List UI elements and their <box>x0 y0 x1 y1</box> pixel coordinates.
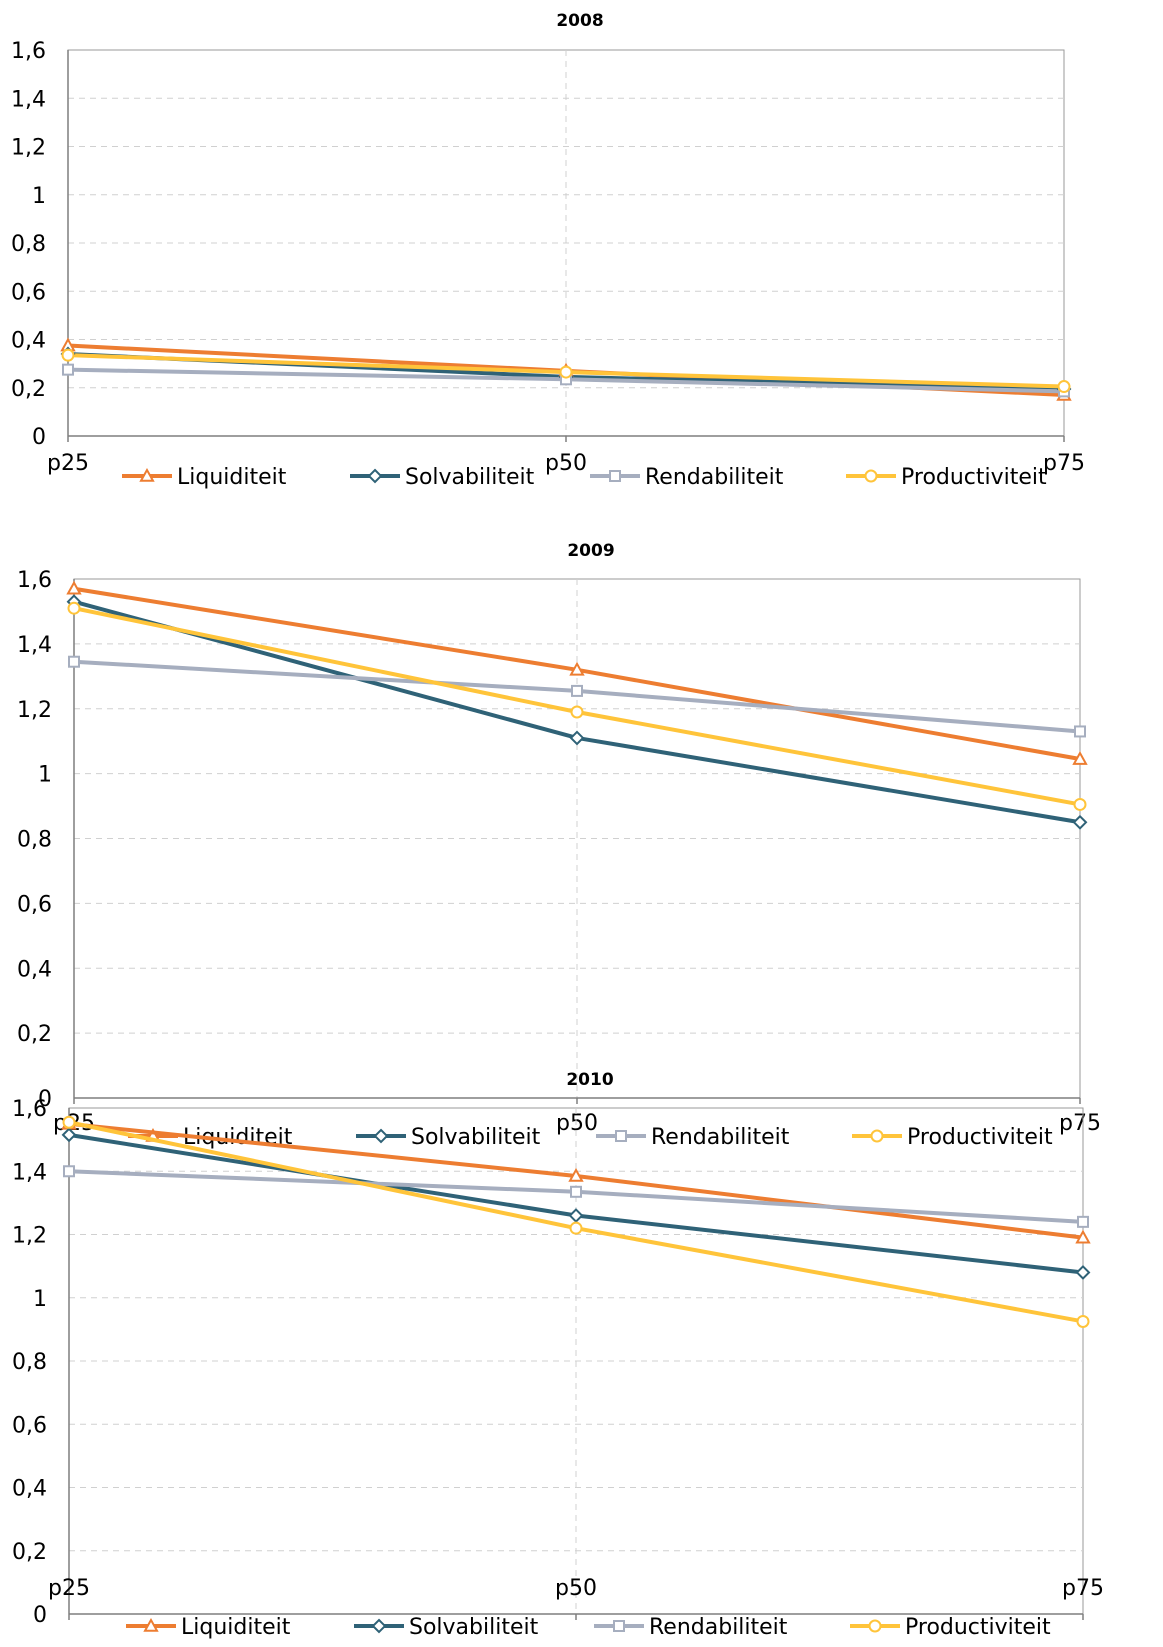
y-tick-label: 0,2 <box>17 1022 52 1047</box>
chart-2009: 200900,20,40,60,811,21,41,6p25p50p75Liqu… <box>17 541 1101 1150</box>
data-point-Solvabiliteit <box>1072 814 1088 830</box>
data-point-Productiviteit <box>1076 1314 1090 1328</box>
y-tick-label: 0,6 <box>11 280 46 305</box>
legend-marker-Rendabiliteit <box>615 1130 627 1142</box>
data-point-Liquiditeit <box>569 661 585 676</box>
y-tick-label: 1 <box>38 763 52 788</box>
chart-title: 2009 <box>567 541 614 561</box>
data-point-Productiviteit <box>569 1221 583 1235</box>
data-point-Productiviteit <box>61 348 75 362</box>
legend-label-Productiviteit: Productiviteit <box>905 1615 1051 1640</box>
y-tick-label: 0,8 <box>12 1350 47 1375</box>
chart-title: 2008 <box>556 11 603 31</box>
x-tick-label: p75 <box>1062 1576 1104 1601</box>
data-point-Solvabiliteit <box>61 1127 77 1143</box>
x-tick-label: p50 <box>555 1576 597 1601</box>
legend-label-Rendabiliteit: Rendabiliteit <box>651 1125 790 1150</box>
data-point-Solvabiliteit <box>568 1208 584 1223</box>
data-point-Liquiditeit <box>66 580 82 595</box>
legend-marker-Liquiditeit <box>143 1617 159 1632</box>
y-tick-label: 1,6 <box>12 1097 47 1122</box>
data-point-Liquiditeit <box>1075 1229 1091 1244</box>
y-tick-label: 1,6 <box>11 39 46 64</box>
y-tick-label: 1,2 <box>11 136 46 161</box>
data-point-Liquiditeit <box>1072 750 1088 765</box>
legend-label-Solvabiliteit: Solvabiliteit <box>411 1125 541 1150</box>
y-tick-label: 0,2 <box>12 1540 47 1565</box>
y-tick-label: 1,2 <box>17 698 52 723</box>
data-point-Rendabiliteit <box>1077 1215 1089 1228</box>
x-tick-label: p75 <box>1059 1111 1101 1136</box>
y-tick-label: 1,4 <box>12 1160 47 1185</box>
y-tick-label: 1,4 <box>11 87 46 112</box>
data-point-Rendabiliteit <box>68 655 80 668</box>
legend-label-Productiviteit: Productiviteit <box>907 1125 1053 1150</box>
y-tick-label: 0,6 <box>17 892 52 917</box>
y-tick-label: 1,2 <box>12 1224 47 1249</box>
legend-marker-Liquiditeit <box>139 467 155 482</box>
data-point-Liquiditeit <box>568 1167 584 1182</box>
data-point-Solvabiliteit <box>569 730 585 746</box>
x-tick-label: p50 <box>556 1111 598 1136</box>
legend-label-Rendabiliteit: Rendabiliteit <box>645 465 784 490</box>
y-tick-label: 0 <box>32 425 46 450</box>
legend-label-Solvabiliteit: Solvabiliteit <box>405 465 535 490</box>
y-tick-label: 0,8 <box>11 232 46 257</box>
legend-label-Solvabiliteit: Solvabiliteit <box>409 1615 539 1640</box>
data-point-Productiviteit <box>559 365 573 379</box>
data-point-Productiviteit <box>1073 797 1087 811</box>
legend-label-Liquiditeit: Liquiditeit <box>177 465 287 490</box>
data-point-Productiviteit <box>62 1115 76 1129</box>
y-tick-label: 0,6 <box>12 1413 47 1438</box>
x-tick-label: p75 <box>1043 451 1085 476</box>
data-point-Rendabiliteit <box>62 363 74 376</box>
legend-label-Productiviteit: Productiviteit <box>901 465 1047 490</box>
legend-marker-Solvabiliteit <box>373 1128 389 1144</box>
y-tick-label: 1,4 <box>17 633 52 658</box>
data-point-Rendabiliteit <box>571 684 583 697</box>
legend-marker-Rendabiliteit <box>613 1620 625 1632</box>
data-point-Solvabiliteit <box>1075 1265 1091 1280</box>
legend: Liquiditeit Solvabiliteit Rendabiliteit Pro… <box>126 1615 1051 1640</box>
x-tick-label: p25 <box>48 1576 90 1601</box>
y-tick-label: 0,2 <box>11 377 46 402</box>
legend: Liquiditeit Solvabiliteit Rendabiliteit Pro… <box>128 1125 1053 1150</box>
data-point-Rendabiliteit <box>1074 725 1086 738</box>
chart-title: 2010 <box>566 1070 613 1090</box>
y-tick-label: 1,6 <box>17 568 52 593</box>
x-tick-label: p50 <box>545 451 587 476</box>
data-point-Productiviteit <box>67 601 81 615</box>
y-tick-label: 0 <box>33 1603 47 1628</box>
y-tick-label: 0,4 <box>17 957 52 982</box>
y-tick-label: 0 <box>38 1087 52 1112</box>
y-tick-label: 1 <box>32 184 46 209</box>
chart-2010: 2010 0 0,2 0,4 0,6 0,8 1 1,2 1,4 1,6 p25 p50 p75 Liqu… <box>12 1070 1104 1640</box>
legend-marker-Solvabiliteit <box>367 468 383 484</box>
legend-marker-Productiviteit <box>864 469 878 483</box>
legend-marker-Rendabiliteit <box>609 470 621 482</box>
legend-marker-Productiviteit <box>870 1129 884 1143</box>
legend-marker-Solvabiliteit <box>371 1618 387 1634</box>
data-point-Rendabiliteit <box>570 1185 582 1198</box>
y-tick-label: 1 <box>33 1287 47 1312</box>
legend-label-Liquiditeit: Liquiditeit <box>181 1615 291 1640</box>
y-tick-label: 0,8 <box>17 828 52 853</box>
legend-label-Rendabiliteit: Rendabiliteit <box>649 1615 788 1640</box>
y-tick-label: 0,4 <box>11 329 46 354</box>
data-point-Productiviteit <box>570 705 584 719</box>
data-point-Rendabiliteit <box>63 1165 75 1178</box>
x-tick-label: p25 <box>47 451 89 476</box>
legend: Liquiditeit Solvabiliteit Rendabiliteit Pro… <box>122 465 1047 490</box>
y-tick-label: 0,4 <box>12 1477 47 1502</box>
data-point-Productiviteit <box>1057 380 1071 394</box>
legend-marker-Productiviteit <box>868 1619 882 1633</box>
